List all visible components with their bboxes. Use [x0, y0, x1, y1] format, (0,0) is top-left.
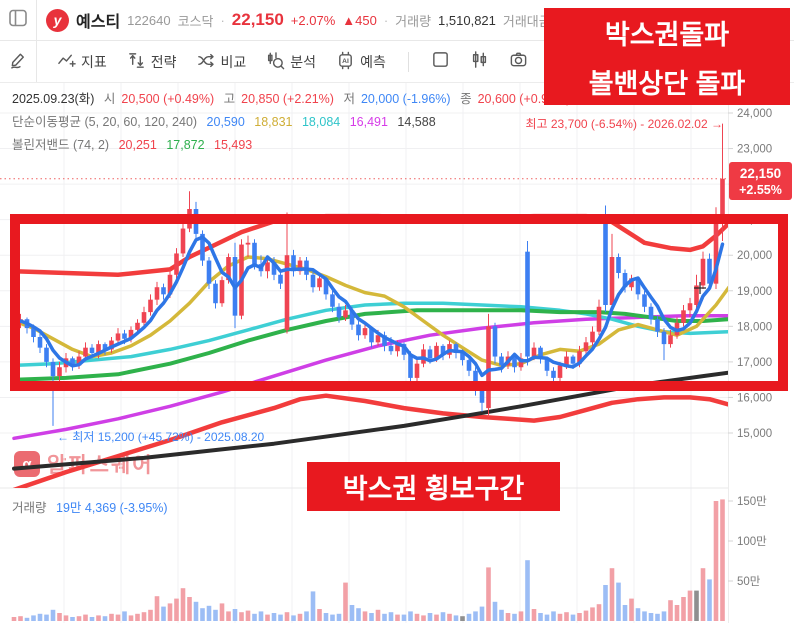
ma240-value: 14,588	[397, 115, 436, 129]
volume-legend-value: 19만 4,369 (-3.95%)	[56, 501, 168, 515]
volume-legend: 거래량 19만 4,369 (-3.95%)	[12, 497, 174, 516]
open-value: 20,500 (+0.49%)	[121, 92, 215, 106]
low-value: 20,000 (-1.96%)	[360, 92, 451, 106]
separator-dot: ·	[383, 12, 389, 28]
current-price-tag	[729, 162, 792, 200]
svg-text:19,000: 19,000	[737, 286, 772, 298]
analyze-button[interactable]: 분석	[266, 51, 316, 73]
camera-screenshot-icon[interactable]	[509, 50, 528, 74]
bb-label: 볼린저밴드 (74, 2)	[12, 138, 110, 152]
trade-value-label: 거래대금	[502, 13, 551, 29]
indicator-button[interactable]: 지표	[57, 51, 107, 73]
change-amount: ▲450	[342, 12, 377, 28]
volume-value: 1,510,821	[438, 12, 496, 28]
ma-label: 단순이동평균 (5, 20, 60, 120, 240)	[12, 115, 198, 129]
breakout-line2: 볼밴상단 돌파	[588, 68, 746, 99]
market-label: 코스닥	[177, 13, 214, 29]
svg-text:150만: 150만	[737, 495, 767, 508]
compare-button[interactable]: 비교	[197, 51, 247, 73]
ai-predict-button[interactable]: AI 예측	[336, 51, 386, 73]
indicator-label: 지표	[81, 53, 107, 70]
sideways-label: 박스권 횡보구간	[342, 474, 525, 504]
svg-text:15,000: 15,000	[737, 428, 772, 440]
analyze-label: 분석	[290, 53, 317, 70]
high-value: 20,850 (+2.21%)	[241, 92, 334, 106]
strategy-icon	[127, 51, 146, 73]
ma20-value: 18,831	[254, 115, 293, 129]
svg-text:16,000: 16,000	[737, 392, 772, 404]
stock-name: 예스티	[76, 14, 121, 31]
volume-label: 거래량	[395, 13, 432, 29]
bollinger-legend: 볼린저밴드 (74, 2) 20,251 17,872 15,493	[12, 134, 258, 153]
svg-text:50만: 50만	[737, 575, 761, 588]
svg-text:17,000: 17,000	[737, 357, 772, 369]
ma60-value: 18,084	[301, 115, 341, 129]
predict-label: 예측	[360, 53, 386, 70]
compare-icon	[197, 51, 216, 73]
indicator-icon	[57, 51, 76, 73]
panel-toggle-icon[interactable]	[8, 8, 28, 33]
svg-text:24,000: 24,000	[737, 108, 772, 120]
svg-text:← 최저 15,200 (+45.72%) - 2025.0: ← 최저 15,200 (+45.72%) - 2025.08.20	[57, 430, 265, 444]
separator-dot: ·	[220, 12, 225, 28]
ma120-value: 16,491	[349, 115, 388, 129]
breakout-annotation-box: 박스권돌파 볼밴상단 돌파	[544, 8, 790, 105]
ai-chip-icon: AI	[336, 51, 355, 73]
analyze-icon	[266, 51, 285, 73]
ma5-value: 20,590	[206, 115, 245, 129]
svg-text:18,000: 18,000	[737, 321, 772, 333]
change-percent: +2.07%	[290, 12, 336, 28]
sideways-annotation-box: 박스권 횡보구간	[307, 462, 560, 511]
svg-text:21,000: 21,000	[737, 215, 772, 227]
ma120	[12, 313, 728, 441]
svg-text:20,000: 20,000	[737, 250, 772, 262]
ma20	[12, 255, 728, 368]
close-label: 종	[460, 92, 472, 106]
low-label: 저	[343, 92, 355, 106]
svg-text:최고 23,700 (-6.54%) - 2026.02.0: 최고 23,700 (-6.54%) - 2026.02.02 →	[525, 117, 723, 131]
svg-text:+2.55%: +2.55%	[739, 183, 782, 197]
compare-label: 비교	[220, 53, 247, 70]
breakout-line1: 박스권돌파	[604, 19, 730, 50]
bb-lower-value: 15,493	[214, 138, 253, 152]
high-label: 고	[223, 92, 236, 106]
open-label: 시	[103, 92, 116, 106]
current-price: 22,150	[231, 10, 284, 29]
volume-legend-label: 거래량	[12, 501, 47, 515]
bb-upper-value: 20,251	[118, 138, 157, 152]
layout-square-icon[interactable]	[431, 50, 450, 74]
stock-logo-icon: y	[46, 8, 69, 32]
svg-text:AI: AI	[342, 58, 349, 65]
bb-mid-value: 17,872	[166, 138, 205, 152]
svg-text:100만: 100만	[737, 535, 767, 548]
ohlc-date: 2025.09.23(화)	[12, 92, 95, 106]
ma5-line	[12, 235, 725, 378]
draw-pencil-icon[interactable]	[9, 50, 28, 74]
strategy-button[interactable]: 전략	[127, 51, 177, 73]
ma60	[12, 301, 728, 368]
ma-legend: 단순이동평균 (5, 20, 60, 120, 240) 20,590 18,8…	[12, 111, 442, 130]
alphasquare-logo-icon: α	[14, 451, 40, 477]
toolbar-separator	[407, 51, 409, 72]
stock-code: 122640	[127, 12, 171, 28]
svg-text:22,150: 22,150	[740, 166, 781, 181]
ohlc-legend: 2025.09.23(화) 시 20,500 (+0.49%) 고 20,850 (…	[12, 88, 576, 107]
chart-type-candle-icon[interactable]	[470, 50, 489, 74]
strategy-label: 전략	[150, 53, 177, 70]
svg-text:23,000: 23,000	[737, 144, 772, 156]
